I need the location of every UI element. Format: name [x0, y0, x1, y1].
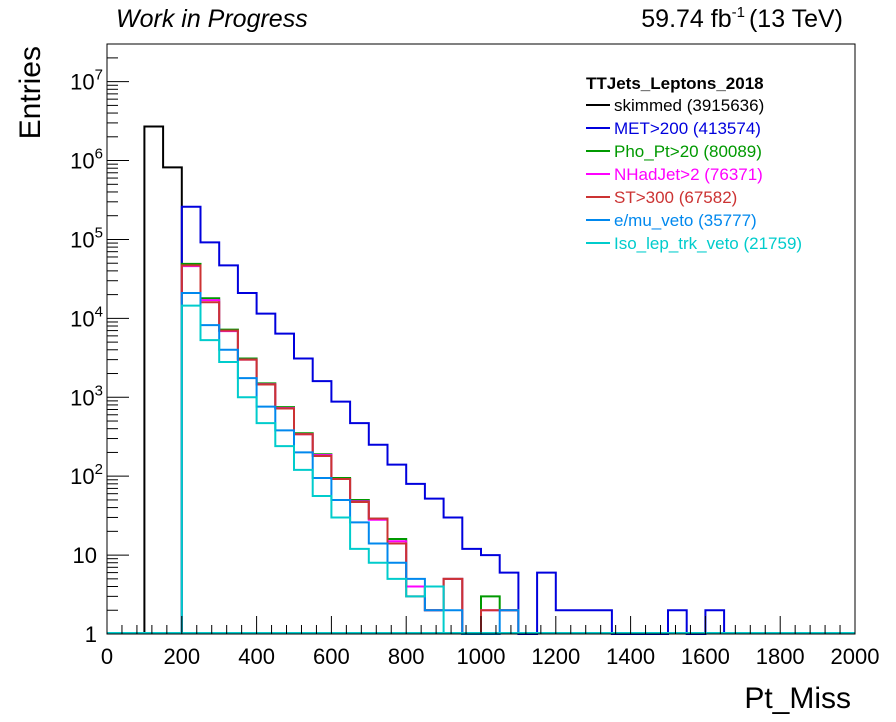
series-layer — [107, 125, 855, 635]
x-tick-label: 1600 — [681, 644, 730, 669]
series-line-3 — [180, 265, 520, 635]
y-tick-label: 104 — [70, 303, 103, 331]
series-line-6 — [180, 304, 445, 634]
y-tick-label: 102 — [70, 461, 103, 489]
x-tick-label: 600 — [313, 644, 350, 669]
x-tick-label: 200 — [163, 644, 200, 669]
legend-entry-0: skimmed (3915636) — [614, 96, 764, 115]
x-tick-label: 2000 — [831, 644, 880, 669]
x-tick-label: 1800 — [756, 644, 805, 669]
series-line-2 — [180, 262, 520, 635]
axis-ticks: 0 200 400 600 800 1000 1200 1400 1600 1800 2000 1 10… — [70, 43, 880, 669]
y-tick-label: 105 — [70, 224, 103, 252]
y-tick-label: 106 — [70, 146, 103, 174]
luminosity-label: 59.74 fb-1 (13 TeV) — [641, 4, 843, 33]
series-line-4 — [180, 264, 520, 635]
series-line-1 — [180, 205, 726, 635]
x-tick-label: 1000 — [457, 644, 506, 669]
y-tick-label: 10 — [73, 543, 97, 568]
work-in-progress-label: Work in Progress — [116, 5, 308, 33]
x-tick-label: 1400 — [606, 644, 655, 669]
legend-entry-6: Iso_lep_trk_veto (21759) — [614, 234, 802, 253]
y-tick-label: 1 — [85, 622, 97, 647]
legend-entry-3: NHadJet>2 (76371) — [614, 165, 763, 184]
y-axis-label: Entries — [14, 46, 47, 139]
x-tick-label: 0 — [101, 644, 113, 669]
series-line-0 — [143, 125, 183, 634]
plot-frame — [106, 43, 856, 635]
x-tick-label: 800 — [388, 644, 425, 669]
legend-title: TTJets_Leptons_2018 — [586, 74, 764, 93]
legend-entry-2: Pho_Pt>20 (80089) — [614, 142, 762, 161]
x-tick-label: 400 — [238, 644, 275, 669]
series-line-5 — [180, 291, 520, 635]
y-tick-label: 107 — [70, 67, 103, 95]
x-tick-label: 1200 — [531, 644, 580, 669]
legend-entry-4: ST>300 (67582) — [614, 188, 737, 207]
x-axis-label: Pt_Miss — [744, 682, 851, 715]
y-tick-label: 103 — [70, 382, 103, 410]
legend: TTJets_Leptons_2018 skimmed (3915636) MET… — [586, 74, 802, 253]
legend-entry-1: MET>200 (413574) — [614, 119, 761, 138]
legend-entry-5: e/mu_veto (35777) — [614, 211, 757, 230]
